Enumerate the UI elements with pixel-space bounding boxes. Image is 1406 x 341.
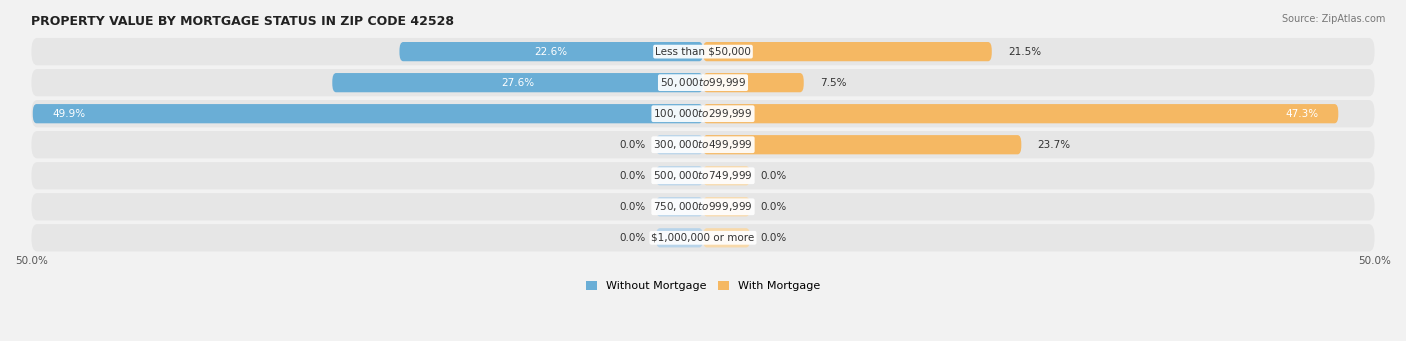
FancyBboxPatch shape bbox=[657, 228, 703, 248]
Text: $100,000 to $299,999: $100,000 to $299,999 bbox=[654, 107, 752, 120]
FancyBboxPatch shape bbox=[31, 131, 1375, 158]
Text: 49.9%: 49.9% bbox=[53, 109, 86, 119]
Text: 21.5%: 21.5% bbox=[1008, 47, 1040, 57]
FancyBboxPatch shape bbox=[32, 104, 703, 123]
Legend: Without Mortgage, With Mortgage: Without Mortgage, With Mortgage bbox=[582, 276, 824, 296]
Text: 27.6%: 27.6% bbox=[501, 78, 534, 88]
FancyBboxPatch shape bbox=[31, 224, 1375, 251]
FancyBboxPatch shape bbox=[31, 162, 1375, 189]
Text: Less than $50,000: Less than $50,000 bbox=[655, 47, 751, 57]
FancyBboxPatch shape bbox=[703, 135, 1021, 154]
FancyBboxPatch shape bbox=[703, 228, 749, 248]
FancyBboxPatch shape bbox=[703, 166, 749, 186]
FancyBboxPatch shape bbox=[31, 38, 1375, 65]
Text: 0.0%: 0.0% bbox=[761, 202, 787, 212]
Text: $1,000,000 or more: $1,000,000 or more bbox=[651, 233, 755, 243]
Text: 7.5%: 7.5% bbox=[820, 78, 846, 88]
FancyBboxPatch shape bbox=[703, 104, 1339, 123]
FancyBboxPatch shape bbox=[31, 193, 1375, 220]
Text: 23.7%: 23.7% bbox=[1038, 140, 1070, 150]
Text: 0.0%: 0.0% bbox=[619, 233, 645, 243]
Text: 0.0%: 0.0% bbox=[761, 233, 787, 243]
FancyBboxPatch shape bbox=[657, 135, 703, 154]
Text: $500,000 to $749,999: $500,000 to $749,999 bbox=[654, 169, 752, 182]
FancyBboxPatch shape bbox=[399, 42, 703, 61]
Text: $300,000 to $499,999: $300,000 to $499,999 bbox=[654, 138, 752, 151]
FancyBboxPatch shape bbox=[703, 73, 804, 92]
FancyBboxPatch shape bbox=[703, 42, 991, 61]
FancyBboxPatch shape bbox=[332, 73, 703, 92]
Text: 22.6%: 22.6% bbox=[534, 47, 568, 57]
Text: 0.0%: 0.0% bbox=[619, 171, 645, 181]
Text: 47.3%: 47.3% bbox=[1285, 109, 1319, 119]
FancyBboxPatch shape bbox=[31, 69, 1375, 96]
Text: PROPERTY VALUE BY MORTGAGE STATUS IN ZIP CODE 42528: PROPERTY VALUE BY MORTGAGE STATUS IN ZIP… bbox=[31, 15, 454, 28]
FancyBboxPatch shape bbox=[31, 100, 1375, 127]
Text: 0.0%: 0.0% bbox=[619, 202, 645, 212]
FancyBboxPatch shape bbox=[703, 197, 749, 217]
Text: $750,000 to $999,999: $750,000 to $999,999 bbox=[654, 200, 752, 213]
Text: Source: ZipAtlas.com: Source: ZipAtlas.com bbox=[1281, 14, 1385, 24]
FancyBboxPatch shape bbox=[657, 197, 703, 217]
FancyBboxPatch shape bbox=[657, 166, 703, 186]
Text: 0.0%: 0.0% bbox=[619, 140, 645, 150]
Text: $50,000 to $99,999: $50,000 to $99,999 bbox=[659, 76, 747, 89]
Text: 0.0%: 0.0% bbox=[761, 171, 787, 181]
